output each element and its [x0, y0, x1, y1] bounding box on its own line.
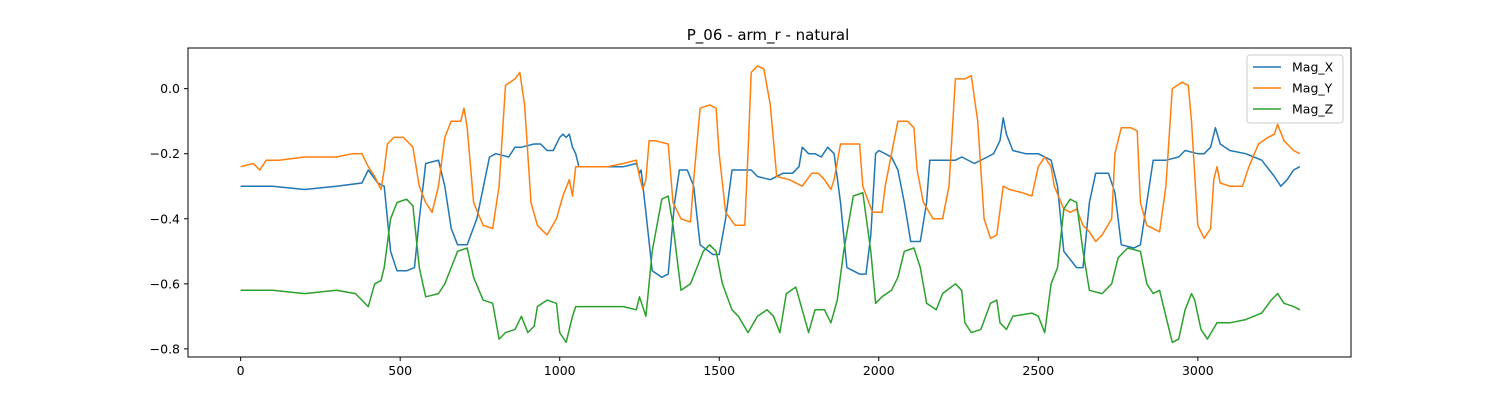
x-tick-label: 1000	[544, 363, 576, 378]
legend: Mag_X Mag_Y Mag_Z	[1246, 54, 1344, 124]
y-tick-label: 0.0	[160, 81, 180, 96]
series-line-mag-z	[240, 191, 1301, 344]
y-tick-label: −0.4	[150, 211, 180, 226]
y-tick-label: −0.2	[150, 146, 180, 161]
y-axis: −0.8 −0.6 −0.4 −0.2 0.0	[150, 81, 188, 356]
legend-label: Mag_Y	[1292, 81, 1333, 96]
x-axis: 0 500 1000 1500 2000 2500 3000	[237, 357, 1214, 378]
y-tick-label: −0.6	[150, 276, 180, 291]
legend-box	[1246, 54, 1344, 124]
chart-title: P_06 - arm_r - natural	[687, 26, 850, 45]
x-tick-label: 2500	[1022, 363, 1054, 378]
x-tick-label: 500	[388, 363, 412, 378]
legend-label: Mag_Z	[1292, 102, 1333, 117]
x-tick-label: 3000	[1182, 363, 1214, 378]
series-line-mag-x	[240, 117, 1301, 279]
x-tick-label: 1500	[703, 363, 735, 378]
series-line-mag-y	[240, 65, 1301, 243]
legend-label: Mag_X	[1292, 60, 1334, 75]
plot-frame	[187, 47, 1352, 358]
y-tick-label: −0.8	[150, 341, 180, 356]
series-layer	[240, 65, 1301, 344]
x-tick-label: 0	[237, 363, 245, 378]
x-tick-label: 2000	[863, 363, 895, 378]
